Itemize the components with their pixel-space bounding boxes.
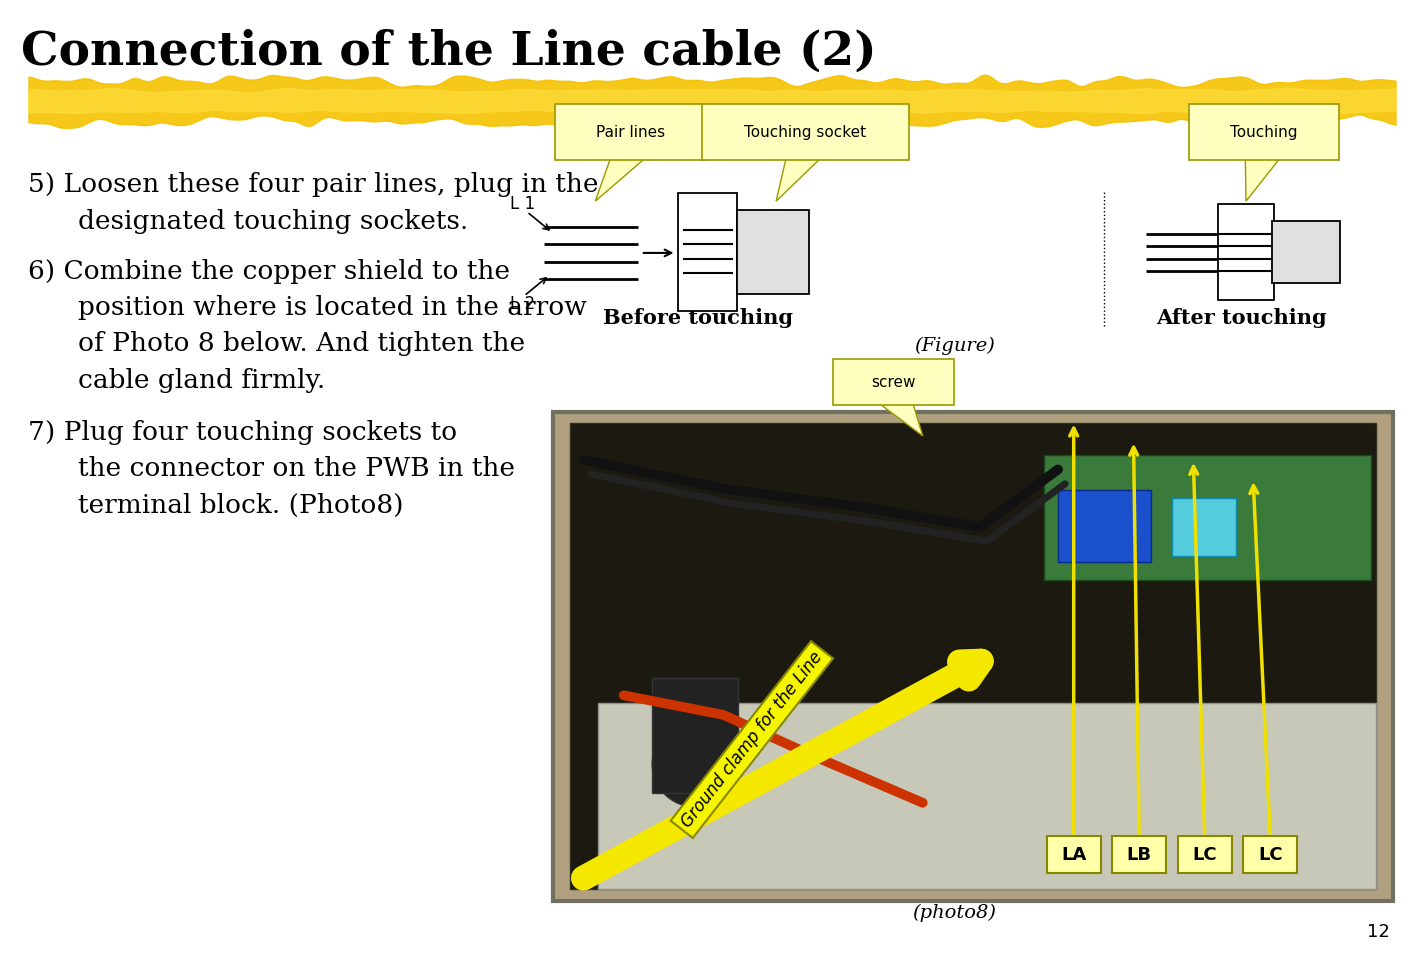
Text: the connector on the PWB in the: the connector on the PWB in the bbox=[78, 456, 515, 481]
Text: LC: LC bbox=[1257, 846, 1283, 863]
Text: terminal block. (Photo8): terminal block. (Photo8) bbox=[78, 492, 404, 517]
FancyBboxPatch shape bbox=[702, 104, 909, 160]
Text: LC: LC bbox=[1192, 846, 1218, 863]
Bar bbox=[1058, 490, 1151, 562]
Text: 5) Loosen these four pair lines, plug in the: 5) Loosen these four pair lines, plug in… bbox=[28, 172, 600, 197]
Text: (photo8): (photo8) bbox=[913, 903, 995, 922]
Text: Touching: Touching bbox=[1230, 125, 1297, 140]
Polygon shape bbox=[776, 155, 823, 201]
Text: Ground clamp for the Line: Ground clamp for the Line bbox=[678, 649, 826, 831]
Bar bbox=[652, 678, 738, 793]
FancyBboxPatch shape bbox=[833, 359, 954, 405]
Bar bbox=[736, 210, 809, 294]
Text: (Figure): (Figure) bbox=[914, 336, 994, 354]
Bar bbox=[678, 193, 736, 311]
Text: Connection of the Line cable (2): Connection of the Line cable (2) bbox=[21, 29, 877, 75]
Text: Before touching: Before touching bbox=[602, 308, 793, 328]
Text: Pair lines: Pair lines bbox=[595, 125, 665, 140]
Ellipse shape bbox=[652, 720, 738, 807]
Bar bbox=[1047, 836, 1101, 873]
Text: Touching socket: Touching socket bbox=[745, 125, 866, 140]
Bar bbox=[570, 423, 1376, 889]
Polygon shape bbox=[874, 400, 923, 436]
Text: screw: screw bbox=[871, 375, 916, 390]
Text: designated touching sockets.: designated touching sockets. bbox=[78, 209, 468, 234]
Text: position where is located in the arrow: position where is located in the arrow bbox=[78, 295, 587, 320]
Bar bbox=[1044, 455, 1371, 580]
Text: After touching: After touching bbox=[1156, 308, 1327, 328]
FancyBboxPatch shape bbox=[1189, 104, 1339, 160]
Text: cable gland firmly.: cable gland firmly. bbox=[78, 368, 326, 393]
Text: of Photo 8 below. And tighten the: of Photo 8 below. And tighten the bbox=[78, 331, 525, 356]
Polygon shape bbox=[595, 155, 649, 201]
Bar bbox=[1218, 204, 1274, 300]
Polygon shape bbox=[1245, 155, 1282, 201]
Bar bbox=[598, 703, 1376, 889]
Bar bbox=[1172, 498, 1236, 556]
Bar bbox=[1243, 836, 1297, 873]
Text: 6) Combine the copper shield to the: 6) Combine the copper shield to the bbox=[28, 259, 510, 284]
Text: 12: 12 bbox=[1367, 923, 1390, 941]
Bar bbox=[1112, 836, 1166, 873]
Text: 7) Plug four touching sockets to: 7) Plug four touching sockets to bbox=[28, 420, 457, 445]
Text: L 2: L 2 bbox=[510, 295, 535, 312]
Bar bbox=[553, 412, 1393, 901]
Text: L 1: L 1 bbox=[510, 195, 535, 213]
Bar bbox=[1272, 221, 1340, 283]
Text: LA: LA bbox=[1061, 846, 1087, 863]
FancyBboxPatch shape bbox=[555, 104, 705, 160]
Bar bbox=[1178, 836, 1232, 873]
Text: LB: LB bbox=[1126, 846, 1152, 863]
